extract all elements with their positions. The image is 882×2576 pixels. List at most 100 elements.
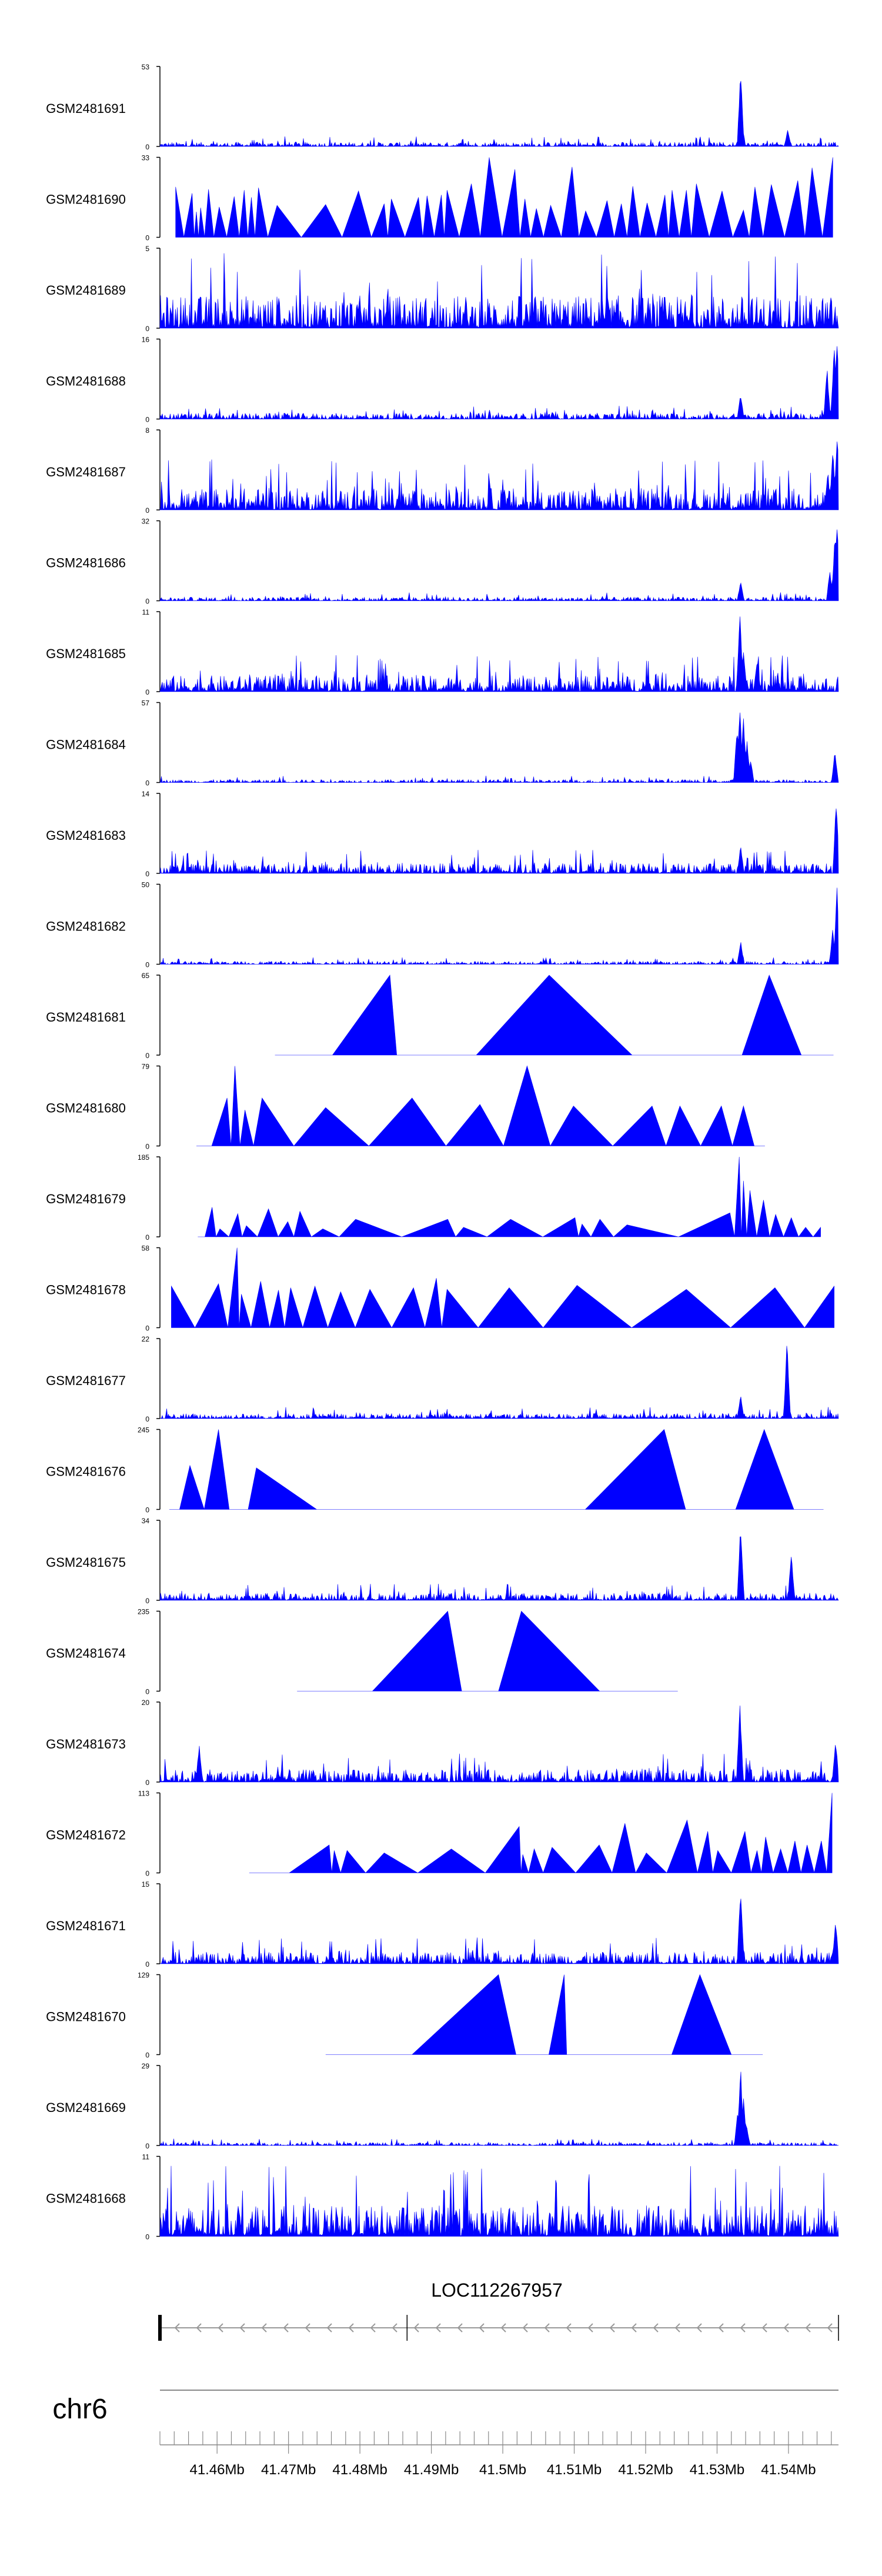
track-ymax-label: 245 [138, 1426, 149, 1434]
axis-tick-label: 41.54Mb [761, 2462, 816, 2478]
track-ymin-label: 0 [145, 688, 149, 696]
track-ymax-label: 235 [138, 1608, 149, 1616]
strand-arrow [522, 2323, 528, 2333]
track-GSM2481681: GSM2481681 65 0 [46, 972, 834, 1060]
track-GSM2481670: GSM2481670 129 0 [46, 1971, 763, 2060]
data-tracks: GSM2481691530GSM2481690330GSM248168950GS… [46, 63, 839, 2241]
track-label: GSM2481669 [46, 2100, 126, 2115]
gene-exon [158, 2315, 162, 2341]
track-GSM2481671: GSM2481671 15 0 [46, 1880, 839, 1968]
track-GSM2481684: GSM2481684 57 0 [46, 699, 839, 788]
track-ymin-label: 0 [145, 779, 149, 788]
strand-arrow [696, 2323, 702, 2333]
track-label: GSM2481690 [46, 192, 126, 207]
strand-arrow [326, 2323, 332, 2333]
strand-arrow [740, 2323, 746, 2333]
strand-arrow [587, 2323, 593, 2333]
track-GSM2481677: GSM2481677 22 0 [46, 1335, 839, 1423]
track-signal [159, 887, 839, 965]
track-label: GSM2481682 [46, 919, 126, 934]
track-ymax-label: 129 [138, 1971, 149, 1980]
track-ymin-label: 0 [145, 1597, 149, 1605]
track-signal [198, 1156, 821, 1238]
track-label: GSM2481675 [46, 1555, 126, 1570]
track-label: GSM2481691 [46, 101, 126, 116]
track-ymax-label: 53 [142, 63, 150, 71]
track-ymin-label: 0 [145, 1688, 149, 1696]
track-GSM2481675: GSM2481675 34 0 [46, 1517, 839, 1605]
strand-arrow [196, 2323, 202, 2333]
track-ymax-label: 5 [145, 245, 149, 253]
track-signal [159, 1705, 839, 1783]
track-label: GSM2481683 [46, 828, 126, 843]
strand-arrow [413, 2323, 419, 2333]
track-signal [159, 1346, 839, 1419]
track-ymin-label: 0 [145, 1143, 149, 1151]
track-GSM2481674: GSM2481674 235 0 [46, 1608, 678, 1696]
track-signal [159, 1898, 839, 1964]
axis-tick-label: 41.47Mb [261, 2462, 316, 2478]
track-GSM2481679: GSM2481679 185 0 [46, 1153, 821, 1242]
track-label: GSM2481688 [46, 374, 126, 389]
strand-arrow [566, 2323, 572, 2333]
track-GSM2481682: GSM2481682 50 0 [46, 881, 839, 969]
track-ymin-label: 0 [145, 2142, 149, 2150]
track-signal [325, 1974, 763, 2055]
strand-arrow [718, 2323, 724, 2333]
strand-arrow [218, 2323, 223, 2333]
track-ymax-label: 113 [138, 1790, 149, 1798]
strand-arrow [435, 2323, 441, 2333]
track-ymin-label: 0 [145, 325, 149, 333]
track-ymin-label: 0 [145, 2051, 149, 2060]
strand-arrow [674, 2323, 680, 2333]
track-ymin-label: 0 [145, 1324, 149, 1333]
track-label: GSM2481674 [46, 1646, 126, 1661]
genome-axis: chr6 41.46Mb 41.47Mb 41.48Mb 41.49Mb 41.5Mb 4… [52, 2390, 838, 2478]
track-ymin-label: 0 [145, 1415, 149, 1423]
track-ymin-label: 0 [145, 1233, 149, 1242]
strand-arrow [457, 2323, 463, 2333]
track-label: GSM2481668 [46, 2191, 126, 2206]
track-ymax-label: 50 [142, 881, 150, 889]
track-signal [297, 1610, 678, 1691]
track-signal [159, 441, 839, 510]
track-label: GSM2481684 [46, 738, 126, 752]
track-label: GSM2481671 [46, 1918, 126, 1933]
track-ymax-label: 14 [142, 790, 150, 798]
strand-arrow [370, 2323, 376, 2333]
track-ymax-label: 22 [142, 1335, 150, 1343]
track-ymax-label: 11 [142, 608, 150, 616]
gene-label: LOC112267957 [431, 2280, 563, 2301]
track-label: GSM2481672 [46, 1828, 126, 1843]
strand-arrow [609, 2323, 615, 2333]
gene-annotation-track: LOC112267957 [158, 2280, 839, 2341]
strand-arrow [239, 2323, 245, 2333]
track-signal [196, 1065, 765, 1147]
track-ymin-label: 0 [145, 143, 149, 151]
track-GSM2481690: GSM2481690 33 0 [46, 154, 833, 242]
track-label: GSM2481677 [46, 1373, 126, 1388]
track-GSM2481687: GSM2481687 8 0 [46, 426, 839, 515]
strand-arrow [783, 2323, 789, 2333]
track-label: GSM2481673 [46, 1737, 126, 1751]
track-ymax-label: 29 [142, 2062, 150, 2070]
axis-tick-label: 41.49Mb [404, 2462, 459, 2478]
strand-arrow [761, 2323, 767, 2333]
axis-tick-label: 41.48Mb [332, 2462, 387, 2478]
strand-arrow [283, 2323, 289, 2333]
track-signal [169, 1429, 824, 1510]
track-ymax-label: 8 [145, 426, 149, 435]
track-signal [159, 712, 839, 783]
track-ymax-label: 15 [142, 1880, 150, 1888]
track-ymax-label: 32 [142, 518, 150, 526]
track-ymax-label: 185 [138, 1153, 149, 1162]
chromosome-label: chr6 [52, 2394, 107, 2425]
track-ymin-label: 0 [145, 506, 149, 515]
strand-arrow [827, 2323, 833, 2333]
strand-arrow [653, 2323, 659, 2333]
track-signal [275, 975, 834, 1056]
strand-arrow [392, 2323, 397, 2333]
track-ymin-label: 0 [145, 1506, 149, 1514]
track-ymax-label: 79 [142, 1063, 150, 1071]
